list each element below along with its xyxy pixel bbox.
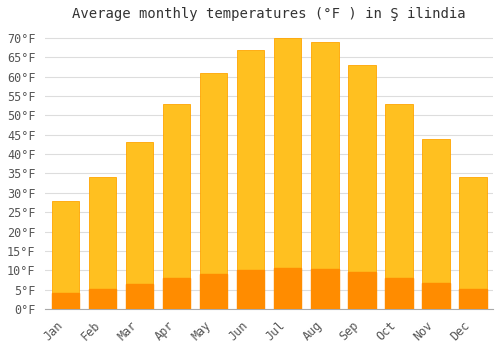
Bar (422, 284, 450, 309)
Bar (311, 42, 338, 309)
Bar (385, 104, 412, 309)
Bar (236, 270, 264, 309)
Bar (126, 142, 154, 309)
Bar (200, 274, 228, 309)
Bar (348, 65, 376, 309)
Bar (274, 38, 301, 309)
Bar (88, 177, 117, 309)
Bar (236, 49, 264, 309)
Bar (88, 289, 117, 309)
Bar (348, 272, 376, 309)
Bar (422, 139, 450, 309)
Bar (385, 278, 412, 309)
Bar (162, 278, 190, 309)
Bar (200, 73, 228, 309)
Bar (459, 289, 486, 309)
Bar (52, 293, 80, 309)
Title: Average monthly temperatures (°F ) in Ş ilindia: Average monthly temperatures (°F ) in Ş … (72, 7, 466, 21)
Bar (162, 104, 190, 309)
Bar (126, 284, 154, 309)
Bar (459, 177, 486, 309)
Bar (52, 201, 80, 309)
Bar (311, 269, 338, 309)
Bar (274, 268, 301, 309)
